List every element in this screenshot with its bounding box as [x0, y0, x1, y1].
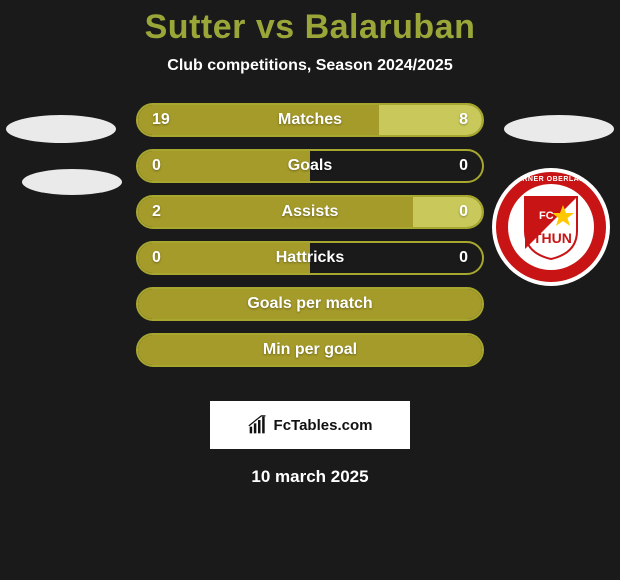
stat-row-hattricks: 0 0 Hattricks	[136, 241, 484, 275]
stat-row-goals: 0 0 Goals	[136, 149, 484, 183]
stat-label: Goals per match	[247, 295, 372, 313]
stat-fill-right	[413, 197, 482, 227]
stat-label: Goals	[288, 157, 332, 175]
club-shield-icon: FC THUN	[515, 191, 587, 263]
stat-label: Min per goal	[263, 341, 357, 359]
title-player-left: Sutter	[145, 8, 246, 46]
source-badge: FcTables.com	[210, 401, 410, 449]
stat-label: Matches	[278, 111, 342, 129]
subtitle: Club competitions, Season 2024/2025	[0, 57, 620, 75]
stat-fill-left	[138, 151, 310, 181]
stat-value-left: 19	[152, 111, 170, 129]
title-player-right: Balaruban	[305, 8, 476, 46]
stat-fill-left	[138, 105, 379, 135]
stat-value-left: 2	[152, 203, 161, 221]
snapshot-date: 10 march 2025	[0, 467, 620, 487]
club-logo-ring-text: BERNER OBERLAND	[492, 176, 610, 183]
source-badge-text: FcTables.com	[274, 417, 373, 434]
club-shield-name: THUN	[533, 230, 572, 246]
stat-value-right: 0	[459, 203, 468, 221]
club-shield-fc: FC	[539, 210, 554, 222]
player-slot-right	[504, 115, 614, 143]
stat-value-left: 0	[152, 249, 161, 267]
page-title: Sutter vs Balaruban	[0, 8, 620, 47]
stat-value-left: 0	[152, 157, 161, 175]
title-vs: vs	[256, 8, 295, 46]
stat-fill-left	[138, 197, 413, 227]
comparison-diagram: BERNER OBERLAND FC THUN 19 8 Matches 0 0 Goal…	[0, 103, 620, 393]
player-slot-left-1	[6, 115, 116, 143]
stat-value-right: 8	[459, 111, 468, 129]
player-slot-left-2	[22, 169, 122, 195]
stat-label: Assists	[282, 203, 339, 221]
stat-label: Hattricks	[276, 249, 344, 267]
stat-row-goals-per-match: Goals per match	[136, 287, 484, 321]
club-logo: BERNER OBERLAND FC THUN	[492, 168, 610, 286]
stat-row-min-per-goal: Min per goal	[136, 333, 484, 367]
stat-row-matches: 19 8 Matches	[136, 103, 484, 137]
stat-value-right: 0	[459, 157, 468, 175]
stat-value-right: 0	[459, 249, 468, 267]
bar-chart-icon	[248, 415, 268, 435]
comparison-bars: 19 8 Matches 0 0 Goals 2 0 Assists 0 0 Hattricks Goa…	[136, 103, 484, 379]
stat-row-assists: 2 0 Assists	[136, 195, 484, 229]
